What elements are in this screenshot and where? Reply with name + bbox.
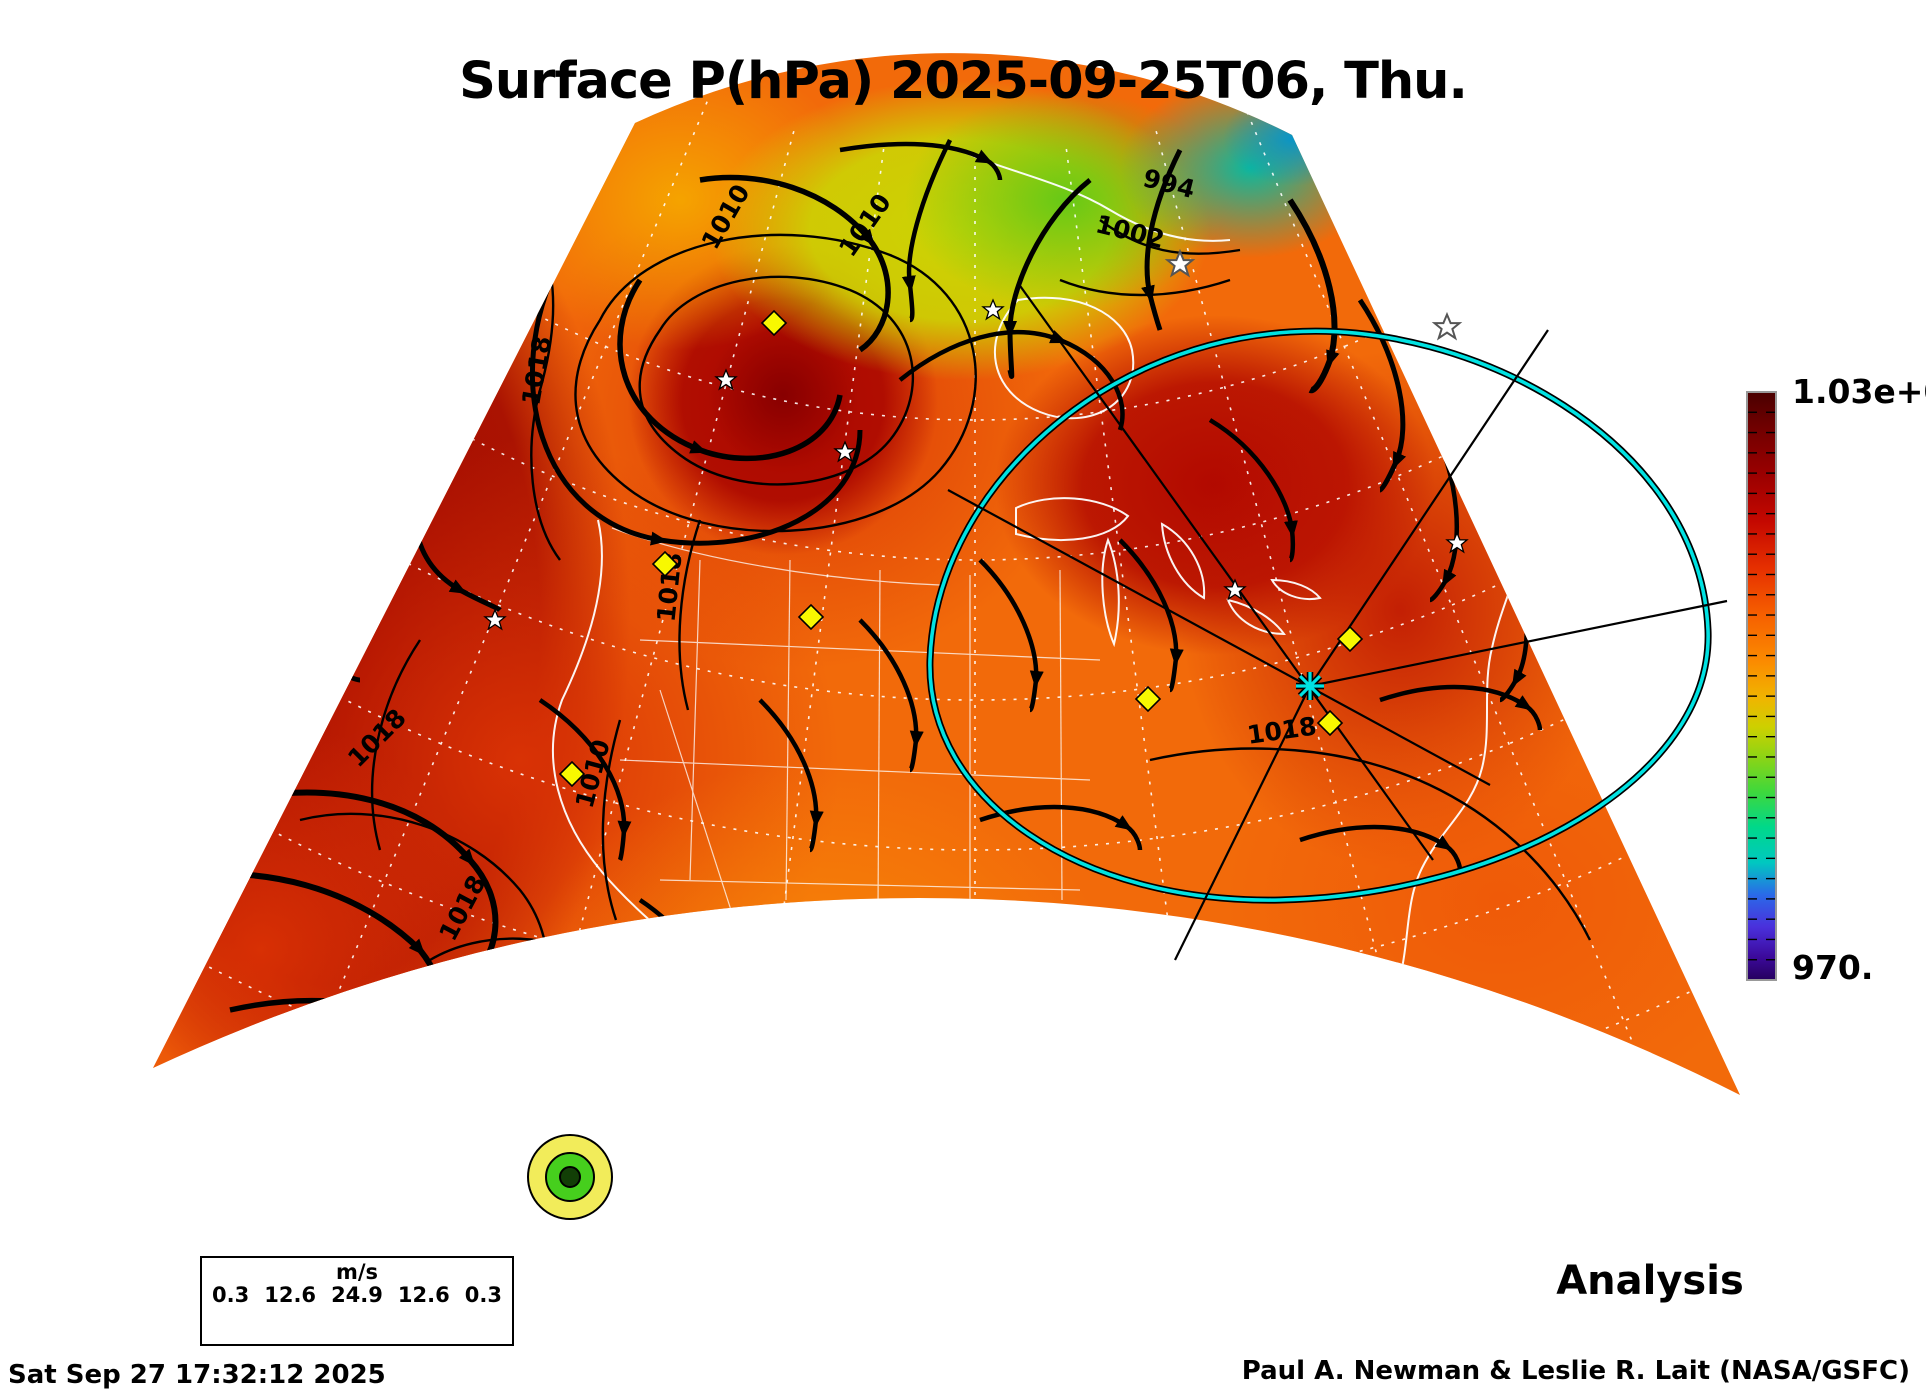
white-star-marker xyxy=(833,440,857,463)
tropical-cyclone-eye xyxy=(527,1134,613,1220)
wind-speed-value: 0.3 xyxy=(212,1283,250,1307)
map-markers xyxy=(483,248,1469,1220)
yellow-diamond-marker xyxy=(651,550,679,578)
wind-speed-value: 12.6 xyxy=(397,1283,450,1307)
wind-units-label: m/s xyxy=(335,1260,379,1284)
white-star-marker xyxy=(1445,531,1469,554)
colorbar-min-label: 970. xyxy=(1792,948,1874,987)
creation-timestamp: Sat Sep 27 17:32:12 2025 xyxy=(8,1360,386,1390)
colorbar xyxy=(1746,391,1777,981)
white-star-marker xyxy=(981,298,1005,321)
yellow-diamond-marker xyxy=(797,603,825,631)
open-star-marker xyxy=(1431,311,1463,341)
wind-speed-value: 0.3 xyxy=(464,1283,502,1307)
chart-title: Surface P(hPa) 2025-09-25T06, Thu. xyxy=(459,52,1468,111)
yellow-diamond-marker xyxy=(760,309,788,337)
wind-speed-legend: m/s 0.3 12.6 24.9 12.6 0.3 xyxy=(200,1256,514,1346)
wind-speed-value: 12.6 xyxy=(264,1283,317,1307)
yellow-diamond-marker xyxy=(1316,709,1344,737)
run-type-label: Analysis xyxy=(1556,1258,1744,1304)
yellow-diamond-marker xyxy=(1336,625,1364,653)
streamlines xyxy=(159,138,1543,1096)
cyan-star-marker xyxy=(1296,672,1324,700)
open-star-marker xyxy=(1164,248,1196,278)
wind-speed-values: 0.3 12.6 24.9 12.6 0.3 xyxy=(212,1283,502,1307)
white-star-marker xyxy=(483,608,507,631)
white-star-marker xyxy=(1223,578,1247,601)
wind-speed-value: 24.9 xyxy=(331,1283,383,1307)
range-circle xyxy=(926,327,1712,904)
white-star-marker xyxy=(714,368,738,391)
colorbar-max-label: 1.03e+03 xyxy=(1792,372,1926,411)
yellow-diamond-marker xyxy=(558,760,586,788)
yellow-diamond-marker xyxy=(1134,685,1162,713)
credit-line: Paul A. Newman & Leslie R. Lait (NASA/GS… xyxy=(1241,1356,1910,1386)
